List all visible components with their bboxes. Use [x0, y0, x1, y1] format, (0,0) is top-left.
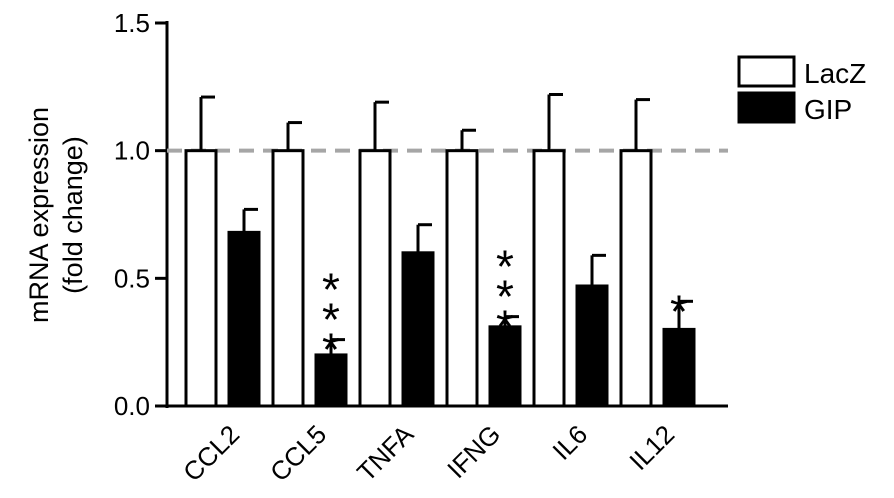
bar-gip-ccl5: [314, 353, 348, 408]
x-tick-label: CCL2: [177, 419, 245, 487]
significance-star: *: [322, 264, 340, 316]
legend-label-lacz: LacZ: [804, 58, 866, 89]
significance-star: *: [496, 301, 514, 353]
bar-lacz-tnfa: [358, 149, 392, 408]
x-axis-labels: CCL2 CCL5 TNFA IFNG IL6 IL12: [177, 419, 680, 488]
x-tick-label: TNFA: [351, 419, 420, 488]
x-tick-label: IL12: [623, 419, 680, 476]
bar-lacz-ccl2: [184, 149, 218, 408]
y-axis-title-line: (fold change): [58, 136, 88, 294]
significance-star: *: [322, 294, 340, 346]
significance-star: *: [496, 241, 514, 293]
y-tick-label: 1.5: [114, 8, 150, 38]
significance-markers: *******: [322, 241, 688, 376]
significance-star: *: [670, 285, 688, 337]
significance-star: *: [496, 271, 514, 323]
legend: LacZ GIP: [737, 55, 866, 125]
bar-lacz-il12: [619, 149, 653, 408]
bar-gip-ifng: [488, 325, 522, 408]
legend-swatch-gip: [737, 91, 796, 124]
bar-lacz-ccl5: [271, 149, 305, 408]
bars: [184, 92, 696, 408]
x-tick-label: IFNG: [441, 419, 506, 484]
y-axis-title-line: mRNA expression: [24, 107, 54, 323]
bar-gip-il6: [575, 284, 609, 408]
bar-gip-ccl2: [227, 230, 261, 408]
bar-lacz-il6: [532, 149, 566, 408]
y-tick-label: 0.5: [114, 263, 150, 293]
bar-lacz-ifng: [445, 149, 479, 408]
legend-swatch-lacz: [737, 55, 796, 88]
significance-star: *: [322, 324, 340, 376]
x-tick-label: CCL5: [264, 419, 332, 487]
y-tick-label: 1.0: [114, 136, 150, 166]
y-axis-label: mRNA expression (fold change): [24, 107, 88, 323]
y-tick-label: 0.0: [114, 391, 150, 421]
bar-gip-tnfa: [401, 251, 435, 408]
x-tick-label: IL6: [546, 419, 593, 466]
legend-label-gip: GIP: [804, 94, 852, 125]
bar-gip-il12: [662, 327, 696, 408]
